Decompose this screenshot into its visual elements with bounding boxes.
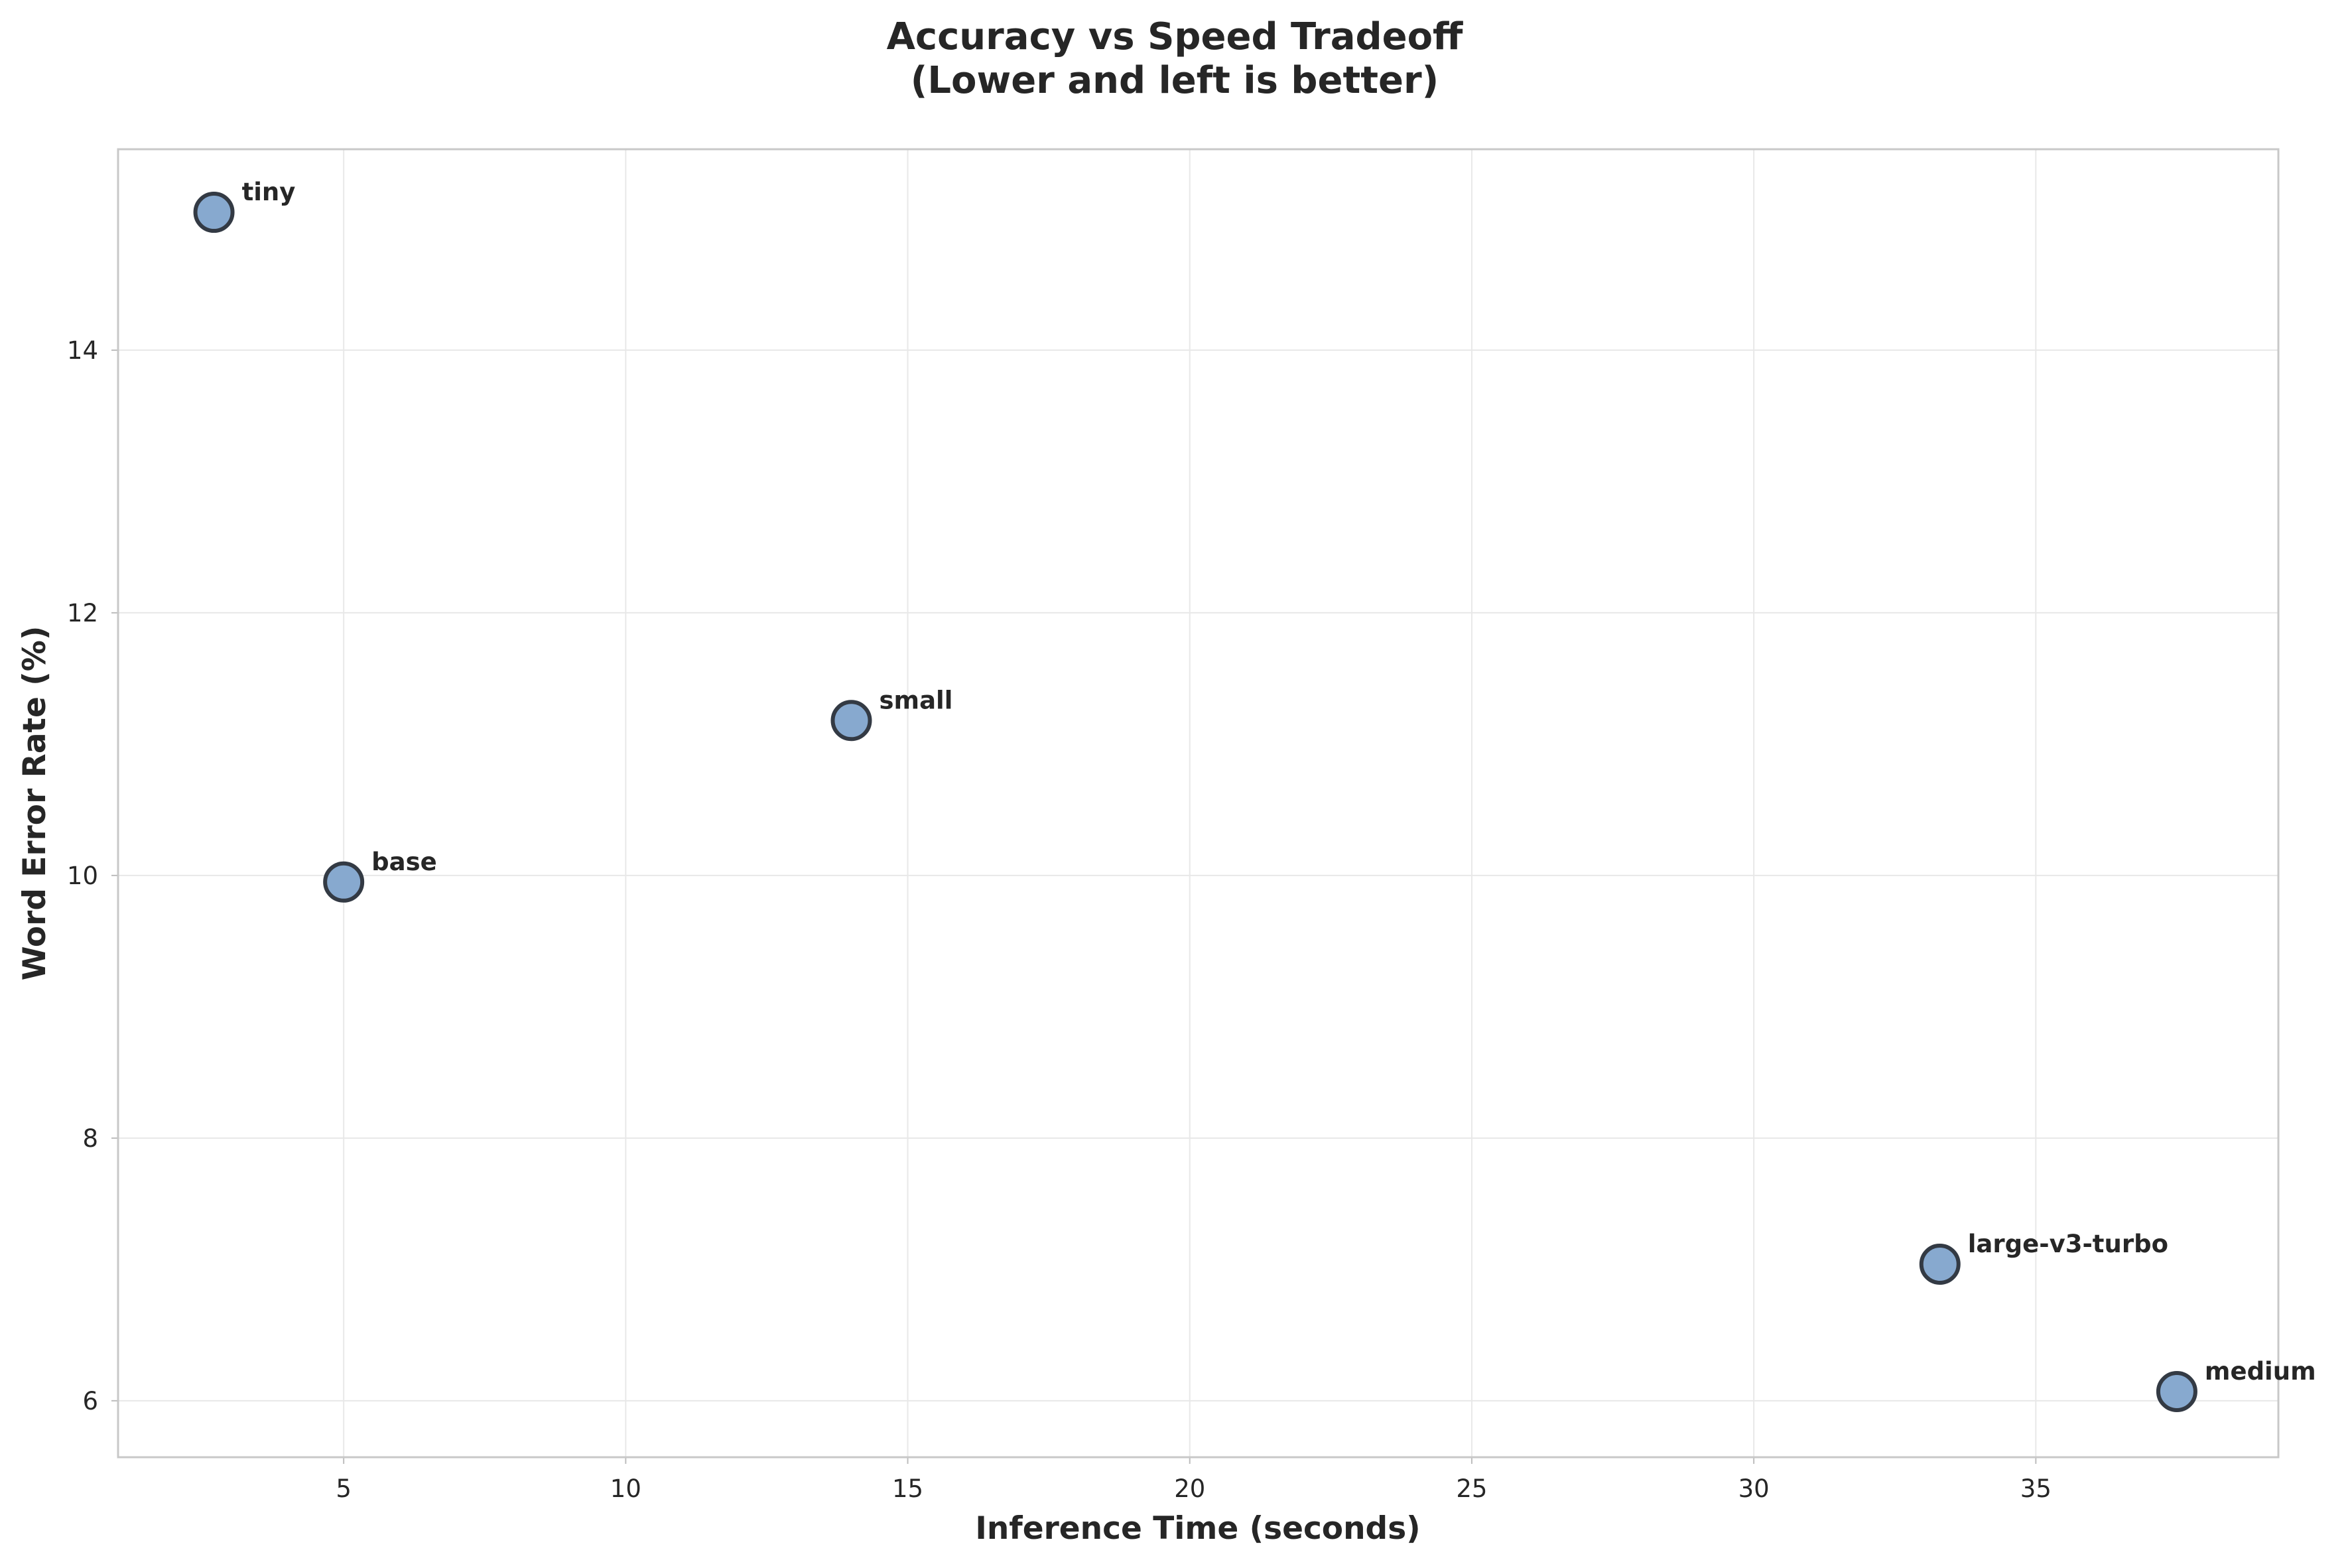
y-tick-label: 6 bbox=[82, 1387, 98, 1415]
x-tick-label: 20 bbox=[1174, 1474, 1205, 1503]
plot-frame bbox=[117, 148, 2280, 1459]
grid bbox=[118, 149, 2278, 1457]
y-tick-label: 8 bbox=[82, 1124, 98, 1153]
chart-title-line1: Accuracy vs Speed Tradeoff bbox=[887, 15, 1463, 58]
x-tick-label: 10 bbox=[610, 1474, 641, 1503]
data-label-small: small bbox=[880, 686, 953, 714]
x-tick-label: 35 bbox=[2020, 1474, 2052, 1503]
x-tick-label: 15 bbox=[892, 1474, 923, 1503]
data-point-base bbox=[323, 861, 365, 903]
x-tick-label: 30 bbox=[1738, 1474, 1770, 1503]
y-tick-label: 12 bbox=[67, 599, 98, 627]
data-point-large-v3-turbo bbox=[1919, 1243, 1961, 1285]
ticks: 5 10 15 20 25 30 35 6 8 10 12 14 bbox=[67, 336, 2052, 1503]
data-labels: tiny base small large-v3-turbo medium bbox=[242, 178, 2316, 1386]
data-label-base: base bbox=[371, 848, 437, 876]
chart-title-line2: (Lower and left is better) bbox=[911, 59, 1439, 102]
data-label-medium: medium bbox=[2205, 1357, 2316, 1386]
data-point-tiny bbox=[193, 192, 235, 233]
data-point-medium bbox=[2156, 1371, 2197, 1413]
data-point-small bbox=[830, 700, 872, 742]
x-axis-label: Inference Time (seconds) bbox=[975, 1510, 1420, 1547]
x-tick-label: 5 bbox=[336, 1474, 352, 1503]
y-tick-label: 10 bbox=[67, 862, 98, 890]
data-points bbox=[193, 192, 2197, 1413]
y-axis-label: Word Error Rate (%) bbox=[17, 626, 53, 981]
y-tick-label: 14 bbox=[67, 336, 98, 365]
data-label-large-v3-turbo: large-v3-turbo bbox=[1968, 1230, 2168, 1258]
x-tick-label: 25 bbox=[1456, 1474, 1487, 1503]
data-label-tiny: tiny bbox=[242, 178, 296, 206]
